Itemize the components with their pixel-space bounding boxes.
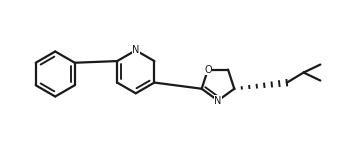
Text: N: N [132, 45, 140, 55]
Text: O: O [204, 65, 212, 75]
Text: N: N [214, 96, 222, 106]
